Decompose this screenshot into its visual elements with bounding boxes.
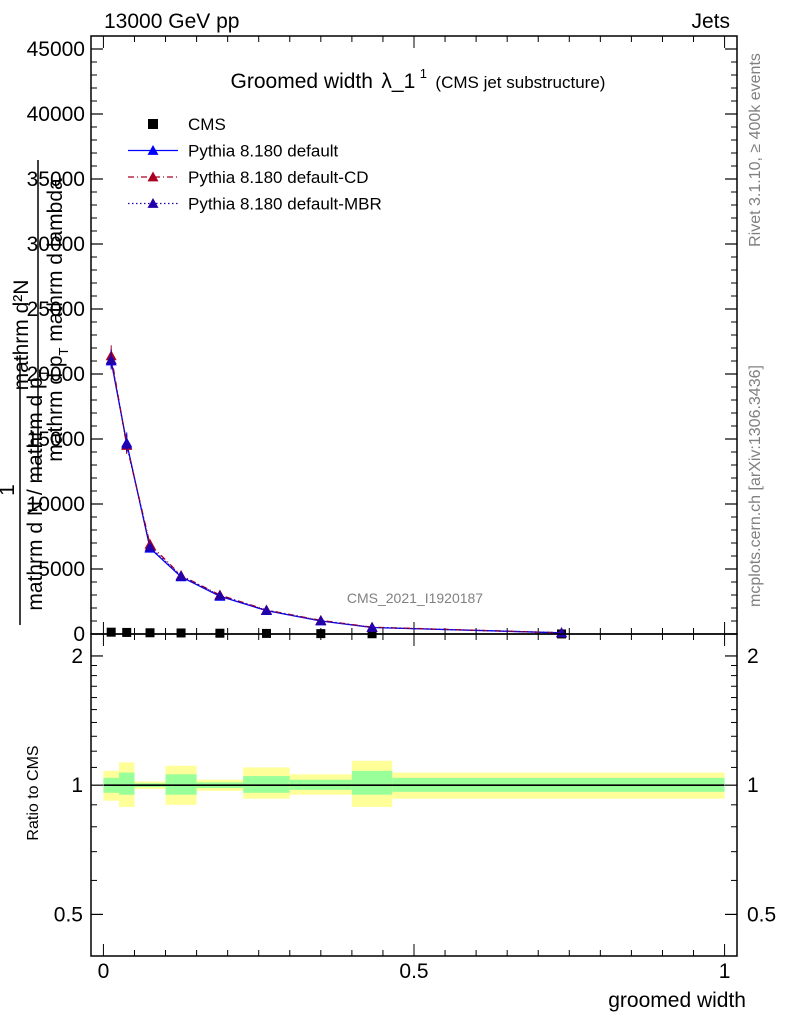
ratio-y-tick-label: 2: [71, 645, 83, 668]
main-y-axis-label: mathrm d²N mathrm d pT mathrm d lambda: [10, 160, 71, 480]
main-y-tick-label: 25000: [27, 298, 85, 321]
mc-data-point-3: [144, 541, 156, 552]
rivet-label: Rivet 3.1.10, ≥ 400k events: [747, 53, 764, 247]
header-energy-label: 13000 GeV pp: [104, 10, 239, 33]
x-tick-label: 0.5: [399, 960, 428, 983]
mc-data-point-3: [315, 615, 327, 626]
legend-marker-2: [147, 171, 159, 182]
main-y-tick-label: 15000: [27, 428, 85, 451]
header-jets-label: Jets: [691, 10, 730, 33]
mc-data-point-3: [175, 570, 187, 581]
ratio-y-tick-label-right: 0.5: [747, 903, 776, 926]
mc-data-point-3: [214, 590, 226, 601]
cms-data-point: [106, 627, 116, 637]
cms-data-point: [145, 628, 155, 638]
main-y-axis-prefix-label: 1 mathrm d N / mathrm d pT: [0, 355, 51, 625]
mc-data-point-3: [260, 604, 272, 615]
series-line-1: [110, 360, 562, 634]
cms-data-point: [176, 628, 186, 638]
x-tick-label: 1: [719, 960, 731, 983]
legend: CMS Pythia 8.180 default Pythia 8.180 defa…: [128, 115, 382, 214]
ratio-stat-band: [118, 772, 135, 795]
ratio-bands-layer: [103, 760, 725, 807]
series-line-3: [110, 359, 562, 634]
mc-data-point-3: [366, 621, 378, 632]
ratio-stat-band: [351, 770, 393, 795]
analysis-label: CMS_2021_I1920187: [347, 590, 483, 606]
x-axis-label: groomed width: [608, 989, 746, 1012]
svg-text:mathrm d pT mathrm d lambda: mathrm d pT mathrm d lambda: [44, 178, 71, 462]
main-y-tick-label: 35000: [27, 168, 85, 191]
svg-text:1: 1: [0, 484, 19, 496]
legend-marker-3: [147, 198, 159, 208]
legend-label: Pythia 8.180 default: [188, 142, 339, 161]
ratio-axis-layer: 0.5 0.5 1 1 2 2 0 0.5 1: [54, 634, 776, 983]
main-y-tick-label: 0: [73, 623, 85, 646]
main-y-tick-label: 30000: [27, 233, 85, 256]
main-y-tick-label: 20000: [27, 363, 85, 386]
main-y-tick-label: 45000: [27, 38, 85, 61]
x-tick-label: 0: [98, 960, 110, 983]
legend-label: Pythia 8.180 default-MBR: [188, 195, 382, 214]
cms-data-point: [215, 628, 225, 638]
plot-title: Groomed width λ_1 1 (CMS jet substructur…: [231, 65, 606, 93]
main-y-tick-label: 5000: [38, 558, 85, 581]
legend-label: CMS: [188, 115, 226, 134]
main-series-layer: [105, 345, 568, 639]
legend-marker-cms: [148, 119, 158, 129]
svg-text:mathrm d N / mathrm d pT: mathrm d N / mathrm d pT: [24, 369, 51, 610]
ratio-y-tick-label: 0.5: [54, 903, 83, 926]
series-line-2: [110, 355, 562, 634]
svg-text:mathrm d²N: mathrm d²N: [10, 280, 33, 391]
mcplots-label: mcplots.cern.ch [arXiv:1306.3436]: [747, 365, 764, 607]
ratio-y-tick-label-right: 2: [747, 645, 759, 668]
ratio-y-tick-label-right: 1: [747, 774, 759, 797]
main-y-tick-label: 40000: [27, 103, 85, 126]
ratio-y-tick-label: 1: [71, 774, 83, 797]
cms-data-point: [122, 627, 132, 637]
main-y-axis: 0 5000 10000 15000 20000 25000 30000 35000 40000…: [27, 36, 737, 646]
main-y-tick-label: 10000: [27, 493, 85, 516]
legend-label: Pythia 8.180 default-CD: [188, 168, 369, 187]
ratio-y-axis-label: Ratio to CMS: [25, 745, 42, 840]
legend-marker-1: [147, 145, 159, 155]
